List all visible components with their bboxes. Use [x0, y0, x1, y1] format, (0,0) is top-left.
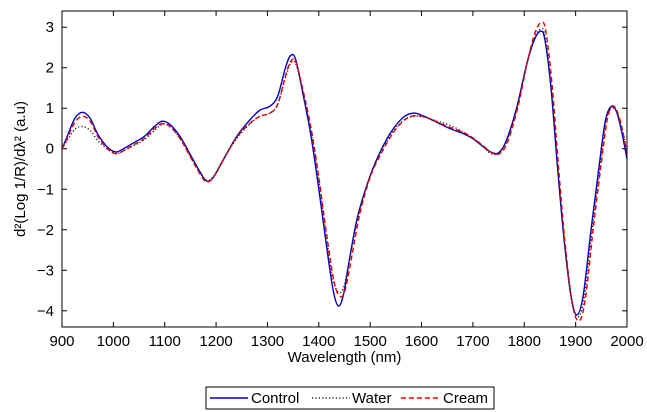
ticks-layer [61, 11, 628, 327]
legend-label-control: Control [251, 390, 299, 407]
x-tick-label: 1600 [405, 333, 438, 350]
x-tick-label: 1800 [508, 333, 541, 350]
series-line-control [61, 30, 628, 316]
y-tick-label: −4 [37, 303, 54, 320]
y-tick-label: 3 [46, 19, 54, 36]
x-tick-label: 1900 [559, 333, 592, 350]
x-axis-label: Wavelength (nm) [288, 349, 402, 366]
legend: Control Water Cream [205, 386, 495, 410]
legend-label-water: Water [352, 390, 391, 407]
x-tick-label: 1300 [251, 333, 284, 350]
y-tick-label: 1 [46, 100, 54, 117]
x-tick-label: 1700 [456, 333, 489, 350]
x-tick-label: 1200 [199, 333, 232, 350]
series-line-cream [61, 21, 628, 322]
x-tick-label: 900 [49, 333, 74, 350]
x-tick-label: 1100 [149, 333, 181, 350]
x-tick-label: 2000 [610, 333, 643, 350]
x-tick-label: 1000 [97, 333, 130, 350]
series-line-water [61, 27, 628, 318]
y-tick-label: −3 [37, 262, 54, 279]
series-layer [61, 21, 628, 322]
tick-labels: 900 1000 1100 1200 1300 1400 1500 1600 1700 1800 1… [37, 19, 644, 350]
y-axis-label: d²(Log 1/R)/dλ² (a.u) [12, 101, 29, 237]
plot-frame [61, 10, 628, 328]
x-tick-label: 1500 [353, 333, 386, 350]
y-tick-label: 2 [46, 60, 54, 77]
y-tick-label: 0 [46, 141, 54, 158]
x-tick-label: 1400 [302, 333, 335, 350]
legend-label-cream: Cream [443, 390, 488, 407]
y-tick-label: −2 [37, 222, 54, 239]
y-tick-label: −1 [37, 181, 54, 198]
